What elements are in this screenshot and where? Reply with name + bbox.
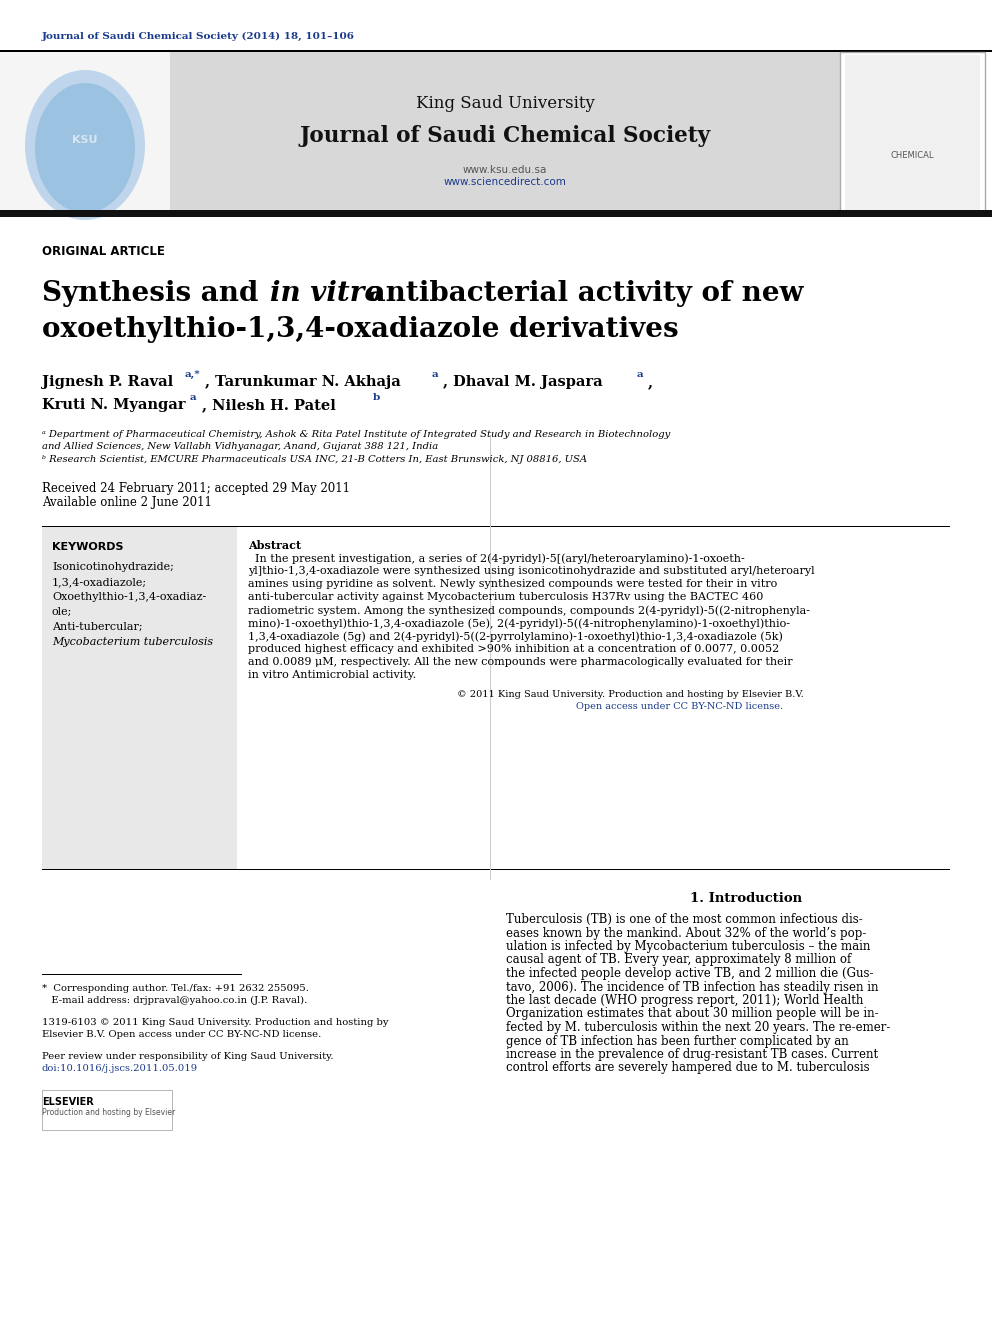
Bar	[0, 210, 992, 217]
Bar	[42, 1090, 172, 1130]
Text: amines using pyridine as solvent. Newly synthesized compounds were tested for th: amines using pyridine as solvent. Newly …	[248, 579, 778, 589]
Text: and Allied Sciences, New Vallabh Vidhyanagar, Anand, Gujarat 388 121, India: and Allied Sciences, New Vallabh Vidhyan…	[42, 442, 438, 451]
Text: Available online 2 June 2011: Available online 2 June 2011	[42, 496, 212, 509]
Text: doi:10.1016/j.jscs.2011.05.019: doi:10.1016/j.jscs.2011.05.019	[42, 1064, 198, 1073]
Text: antibacterial activity of new: antibacterial activity of new	[358, 280, 804, 307]
Text: in vitro: in vitro	[270, 280, 383, 307]
Text: causal agent of TB. Every year, approximately 8 million of: causal agent of TB. Every year, approxim…	[506, 954, 851, 967]
Text: the infected people develop active TB, and 2 million die (Gus-: the infected people develop active TB, a…	[506, 967, 874, 980]
Text: oxoethylthio-1,3,4-oxadiazole derivatives: oxoethylthio-1,3,4-oxadiazole derivative…	[42, 316, 679, 343]
Text: 1,3,4-oxadiazole;: 1,3,4-oxadiazole;	[52, 577, 147, 587]
Text: © 2011 King Saud University. Production and hosting by Elsevier B.V.: © 2011 King Saud University. Production …	[456, 691, 804, 699]
Text: ,: ,	[648, 374, 653, 389]
Bar	[0, 52, 170, 216]
Text: 1. Introduction: 1. Introduction	[690, 892, 803, 905]
Text: *  Corresponding author. Tel./fax: +91 2632 255095.: * Corresponding author. Tel./fax: +91 26…	[42, 984, 309, 994]
Text: control efforts are severely hampered due to M. tuberculosis: control efforts are severely hampered du…	[506, 1061, 870, 1074]
Text: Elsevier B.V. Open access under CC BY-NC-ND license.: Elsevier B.V. Open access under CC BY-NC…	[42, 1031, 321, 1039]
Text: gence of TB infection has been further complicated by an: gence of TB infection has been further c…	[506, 1035, 849, 1048]
Bar	[0, 49, 992, 52]
Text: 1319-6103 © 2011 King Saud University. Production and hosting by: 1319-6103 © 2011 King Saud University. P…	[42, 1017, 389, 1027]
Text: a: a	[637, 370, 644, 378]
Text: , Dhaval M. Jaspara: , Dhaval M. Jaspara	[443, 374, 602, 389]
Text: CHEMICAL: CHEMICAL	[890, 151, 933, 160]
Text: www.ksu.edu.sa: www.ksu.edu.sa	[463, 165, 548, 175]
Text: eases known by the mankind. About 32% of the world’s pop-: eases known by the mankind. About 32% of…	[506, 926, 866, 939]
Text: a: a	[432, 370, 438, 378]
Text: Tuberculosis (TB) is one of the most common infectious dis-: Tuberculosis (TB) is one of the most com…	[506, 913, 863, 926]
Text: King Saud University: King Saud University	[416, 95, 594, 112]
Text: yl]thio-1,3,4-oxadiazole were synthesized using isonicotinohydrazide and substit: yl]thio-1,3,4-oxadiazole were synthesize…	[248, 566, 814, 576]
Text: Anti-tubercular;: Anti-tubercular;	[52, 622, 143, 632]
Text: radiometric system. Among the synthesized compounds, compounds 2(4-pyridyl)-5((2: radiometric system. Among the synthesize…	[248, 605, 810, 615]
Text: fected by M. tuberculosis within the next 20 years. The re-emer-: fected by M. tuberculosis within the nex…	[506, 1021, 891, 1035]
Text: www.sciencedirect.com: www.sciencedirect.com	[443, 177, 566, 187]
Text: Isonicotinohydrazide;: Isonicotinohydrazide;	[52, 562, 174, 572]
Text: KSU: KSU	[72, 135, 98, 146]
Text: b: b	[373, 393, 380, 402]
Text: tavo, 2006). The incidence of TB infection has steadily risen in: tavo, 2006). The incidence of TB infecti…	[506, 980, 879, 994]
Text: Open access under CC BY-NC-ND license.: Open access under CC BY-NC-ND license.	[576, 703, 784, 710]
Text: Journal of Saudi Chemical Society (2014) 18, 101–106: Journal of Saudi Chemical Society (2014)…	[42, 32, 355, 41]
Text: a,*: a,*	[185, 370, 200, 378]
Text: , Nilesh H. Patel: , Nilesh H. Patel	[202, 398, 336, 411]
Text: Oxoethylthio-1,3,4-oxadiaz-: Oxoethylthio-1,3,4-oxadiaz-	[52, 591, 206, 602]
Text: Mycobacterium tuberculosis: Mycobacterium tuberculosis	[52, 636, 213, 647]
Ellipse shape	[35, 83, 135, 213]
Text: in vitro Antimicrobial activity.: in vitro Antimicrobial activity.	[248, 669, 416, 680]
Bar	[42, 527, 237, 871]
Text: E-mail address: drjpraval@yahoo.co.in (J.P. Raval).: E-mail address: drjpraval@yahoo.co.in (J…	[42, 996, 308, 1005]
Text: anti-tubercular activity against Mycobacterium tuberculosis H37Rv using the BACT: anti-tubercular activity against Mycobac…	[248, 591, 764, 602]
Text: a: a	[190, 393, 196, 402]
Text: Kruti N. Myangar: Kruti N. Myangar	[42, 398, 186, 411]
Text: ᵇ Research Scientist, EMCURE Pharmaceuticals USA INC, 21-B Cotters In, East Brun: ᵇ Research Scientist, EMCURE Pharmaceuti…	[42, 455, 587, 464]
Text: ᵃ Department of Pharmaceutical Chemistry, Ashok & Rita Patel Institute of Integr: ᵃ Department of Pharmaceutical Chemistry…	[42, 430, 671, 439]
Text: Abstract: Abstract	[248, 540, 302, 550]
Text: ELSEVIER: ELSEVIER	[42, 1097, 94, 1107]
Text: ORIGINAL ARTICLE: ORIGINAL ARTICLE	[42, 245, 165, 258]
Text: Peer review under responsibility of King Saud University.: Peer review under responsibility of King…	[42, 1052, 333, 1061]
Text: Journal of Saudi Chemical Society: Journal of Saudi Chemical Society	[300, 124, 710, 147]
Text: Synthesis and: Synthesis and	[42, 280, 268, 307]
Text: the last decade (WHO progress report, 2011); World Health: the last decade (WHO progress report, 20…	[506, 994, 863, 1007]
Text: increase in the prevalence of drug-resistant TB cases. Current: increase in the prevalence of drug-resis…	[506, 1048, 878, 1061]
Text: ulation is infected by Mycobacterium tuberculosis – the main: ulation is infected by Mycobacterium tub…	[506, 941, 870, 953]
Text: Received 24 February 2011; accepted 29 May 2011: Received 24 February 2011; accepted 29 M…	[42, 482, 350, 495]
Text: 1,3,4-oxadiazole (5g) and 2(4-pyridyl)-5((2-pyrrolylamino)-1-oxoethyl)thio-1,3,4: 1,3,4-oxadiazole (5g) and 2(4-pyridyl)-5…	[248, 631, 783, 642]
Text: Jignesh P. Raval: Jignesh P. Raval	[42, 374, 174, 389]
Bar	[170, 52, 840, 216]
Text: KEYWORDS: KEYWORDS	[52, 542, 123, 552]
Bar	[840, 52, 985, 216]
Ellipse shape	[25, 70, 145, 220]
Text: Organization estimates that about 30 million people will be in-: Organization estimates that about 30 mil…	[506, 1008, 879, 1020]
Text: In the present investigation, a series of 2(4-pyridyl)-5[(aryl/heteroarylamino)-: In the present investigation, a series o…	[248, 553, 745, 564]
Text: mino)-1-oxoethyl)thio-1,3,4-oxadiazole (5e), 2(4-pyridyl)-5((4-nitrophenylamino): mino)-1-oxoethyl)thio-1,3,4-oxadiazole (…	[248, 618, 790, 628]
Text: , Tarunkumar N. Akhaja: , Tarunkumar N. Akhaja	[205, 374, 401, 389]
Bar	[845, 56, 980, 212]
Text: produced highest efficacy and exhibited >90% inhibition at a concentration of 0.: produced highest efficacy and exhibited …	[248, 644, 780, 654]
Text: ole;: ole;	[52, 607, 72, 617]
Text: and 0.0089 μM, respectively. All the new compounds were pharmacologically evalua: and 0.0089 μM, respectively. All the new…	[248, 658, 793, 667]
Text: Production and hosting by Elsevier: Production and hosting by Elsevier	[42, 1107, 176, 1117]
